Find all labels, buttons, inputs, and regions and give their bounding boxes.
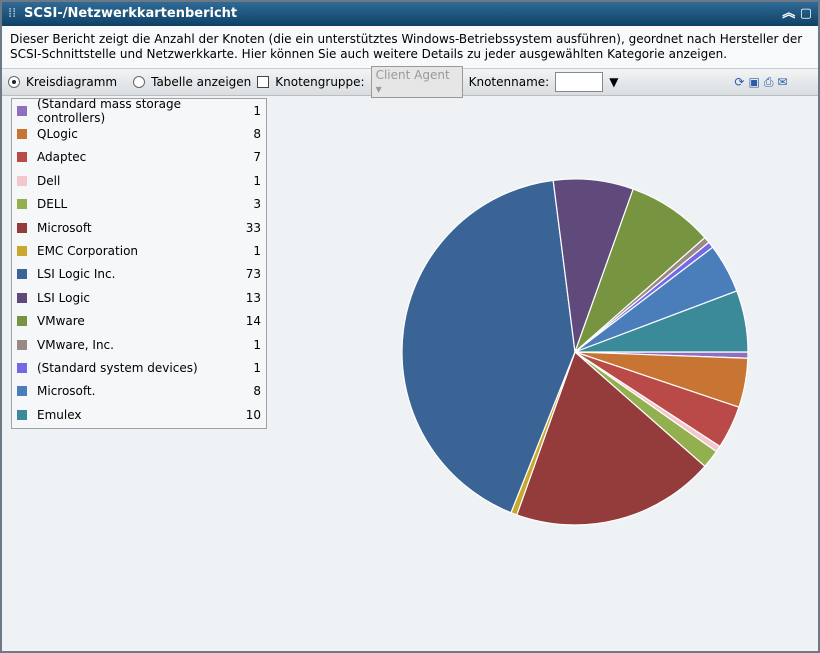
action-icons[interactable]: ⟳▣⎙✉ bbox=[734, 74, 792, 89]
legend-row: LSI Logic 13 bbox=[12, 286, 266, 309]
legend-row: VMware 14 bbox=[12, 310, 266, 333]
legend-value: 3 bbox=[253, 197, 261, 212]
legend-swatch bbox=[17, 339, 27, 350]
legend-row: LSI Logic Inc. 73 bbox=[12, 263, 266, 286]
table-option[interactable]: Tabelle anzeigen bbox=[151, 75, 252, 89]
pie-slice[interactable] bbox=[516, 350, 706, 526]
legend-value: 1 bbox=[253, 173, 261, 188]
legend-row: Dell 1 bbox=[12, 169, 266, 192]
description: Dieser Bericht zeigt die Anzahl der Knot… bbox=[2, 26, 818, 69]
legend-swatch bbox=[17, 246, 27, 257]
legend-swatch bbox=[17, 199, 27, 210]
table-radio[interactable] bbox=[133, 76, 146, 88]
legend-name: Microsoft. bbox=[37, 384, 96, 399]
legend-name: EMC Corporation bbox=[37, 244, 139, 259]
legend-value: 13 bbox=[245, 290, 261, 305]
legend-row: Adaptec 7 bbox=[12, 146, 266, 169]
legend-row: QLogic 8 bbox=[12, 122, 266, 145]
pie-option[interactable]: Kreisdiagramm bbox=[26, 75, 118, 89]
legend-name: QLogic bbox=[37, 127, 78, 142]
legend-name: Dell bbox=[37, 173, 61, 188]
legend-row: VMware, Inc. 1 bbox=[12, 333, 266, 356]
legend-name: (Standard mass storage controllers) bbox=[37, 96, 182, 125]
legend-swatch bbox=[17, 269, 27, 280]
legend-swatch bbox=[17, 105, 27, 116]
node-name-input[interactable] bbox=[555, 72, 604, 92]
node-group-label: Knotengruppe: bbox=[275, 75, 365, 89]
legend-value: 7 bbox=[253, 150, 261, 165]
legend-row: Microsoft 33 bbox=[12, 216, 266, 239]
legend-row: Microsoft. 8 bbox=[12, 380, 266, 403]
node-group-value: Client Agent bbox=[375, 68, 450, 82]
legend-value: 8 bbox=[253, 127, 261, 142]
legend-row: EMC Corporation 1 bbox=[12, 239, 266, 262]
legend-name: LSI Logic Inc. bbox=[37, 267, 116, 282]
pie-slice[interactable] bbox=[574, 290, 749, 353]
legend-name: Microsoft bbox=[37, 220, 92, 235]
legend-value: 1 bbox=[253, 337, 261, 352]
legend-name: LSI Logic bbox=[37, 290, 91, 305]
legend-name: DELL bbox=[37, 197, 68, 212]
legend-swatch bbox=[17, 292, 27, 303]
legend-value: 8 bbox=[253, 384, 261, 399]
legend-swatch bbox=[17, 386, 27, 397]
legend-row: DELL 3 bbox=[12, 193, 266, 216]
legend-swatch bbox=[17, 175, 27, 186]
legend-name: Emulex bbox=[37, 407, 82, 422]
window-title: SCSI-/Netzwerkkartenbericht bbox=[24, 6, 238, 21]
legend-value: 73 bbox=[245, 267, 261, 282]
node-group-select[interactable]: Client Agent ▾ bbox=[370, 66, 463, 98]
title-bar: ⁞⁞ SCSI-/Netzwerkkartenbericht ︽ ▢ bbox=[2, 2, 818, 26]
legend-row: Emulex 10 bbox=[12, 403, 266, 426]
legend-name: Adaptec bbox=[37, 150, 87, 165]
node-name-label: Knotenname: bbox=[468, 75, 550, 89]
toolbar: Kreisdiagramm Tabelle anzeigen Knotengru… bbox=[2, 66, 818, 98]
legend-swatch bbox=[17, 362, 27, 373]
legend-swatch bbox=[17, 222, 27, 233]
grip-icon: ⁞⁞ bbox=[8, 6, 17, 21]
node-group-checkbox[interactable] bbox=[257, 76, 270, 88]
legend-value: 10 bbox=[245, 407, 261, 422]
legend-swatch bbox=[17, 152, 27, 163]
legend-value: 14 bbox=[245, 314, 261, 329]
legend-swatch bbox=[17, 316, 27, 327]
legend-value: 1 bbox=[253, 244, 261, 259]
pie-radio[interactable] bbox=[8, 76, 20, 88]
legend-value: 33 bbox=[245, 220, 261, 235]
legend-value: 1 bbox=[253, 103, 261, 118]
legend-name: VMware bbox=[37, 314, 85, 329]
legend-name: (Standard system devices) bbox=[37, 360, 198, 375]
legend: (Standard mass storage controllers) 1 QLog… bbox=[11, 96, 267, 429]
legend-swatch bbox=[17, 129, 27, 140]
legend-value: 1 bbox=[253, 360, 261, 375]
dropdown-arrow[interactable]: ▼ bbox=[609, 75, 619, 89]
pie-slice[interactable] bbox=[401, 179, 576, 514]
window-controls[interactable]: ︽ ▢ bbox=[782, 6, 812, 21]
legend-row: (Standard mass storage controllers) 1 bbox=[12, 96, 266, 125]
legend-swatch bbox=[17, 409, 27, 420]
legend-name: VMware, Inc. bbox=[37, 337, 114, 352]
legend-row: (Standard system devices) 1 bbox=[12, 356, 266, 379]
